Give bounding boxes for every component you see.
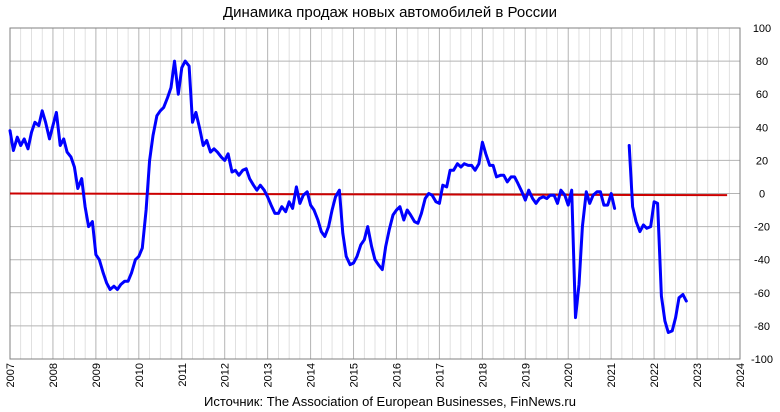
x-tick-label: 2010 (134, 363, 146, 387)
y-tick-label: 40 (756, 122, 768, 134)
x-tick-label: 2016 (391, 363, 403, 387)
x-tick-label: 2019 (520, 363, 532, 387)
x-tick-label: 2020 (563, 363, 575, 387)
x-tick-label: 2017 (434, 363, 446, 387)
y-tick-label: 0 (759, 189, 765, 201)
y-tick-label: 80 (756, 56, 768, 68)
y-tick-label: 100 (753, 23, 771, 35)
y-tick-label: -80 (754, 321, 770, 333)
x-tick-label: 2009 (91, 363, 103, 387)
x-tick-label: 2013 (263, 363, 275, 387)
chart-source: Источник: The Association of European Bu… (204, 394, 576, 409)
x-tick-label: 2024 (735, 363, 747, 387)
x-tick-label: 2007 (5, 363, 17, 387)
sales-series-line-segment-1 (8, 59, 617, 320)
x-tick-label: 2015 (349, 363, 361, 387)
x-tick-label: 2011 (177, 363, 189, 387)
y-tick-label: 60 (756, 89, 768, 101)
x-tick-label: 2021 (606, 363, 618, 387)
x-tick-label: 2018 (477, 363, 489, 387)
y-tick-label: -100 (751, 354, 773, 366)
y-tick-label: -20 (754, 222, 770, 234)
x-tick-label: 2022 (649, 363, 661, 387)
zero-reference-line (9, 192, 728, 197)
x-tick-label: 2014 (306, 363, 318, 387)
chart-title: Динамика продаж новых автомобилей в Росс… (223, 4, 557, 21)
y-tick-label: -60 (754, 288, 770, 300)
x-tick-label: 2023 (692, 363, 704, 387)
y-tick-label: 20 (756, 155, 768, 167)
x-tick-label: 2012 (220, 363, 232, 387)
x-tick-label: 2008 (48, 363, 60, 387)
sales-series-line-segment-2 (627, 144, 688, 334)
y-tick-label: -40 (754, 255, 770, 267)
